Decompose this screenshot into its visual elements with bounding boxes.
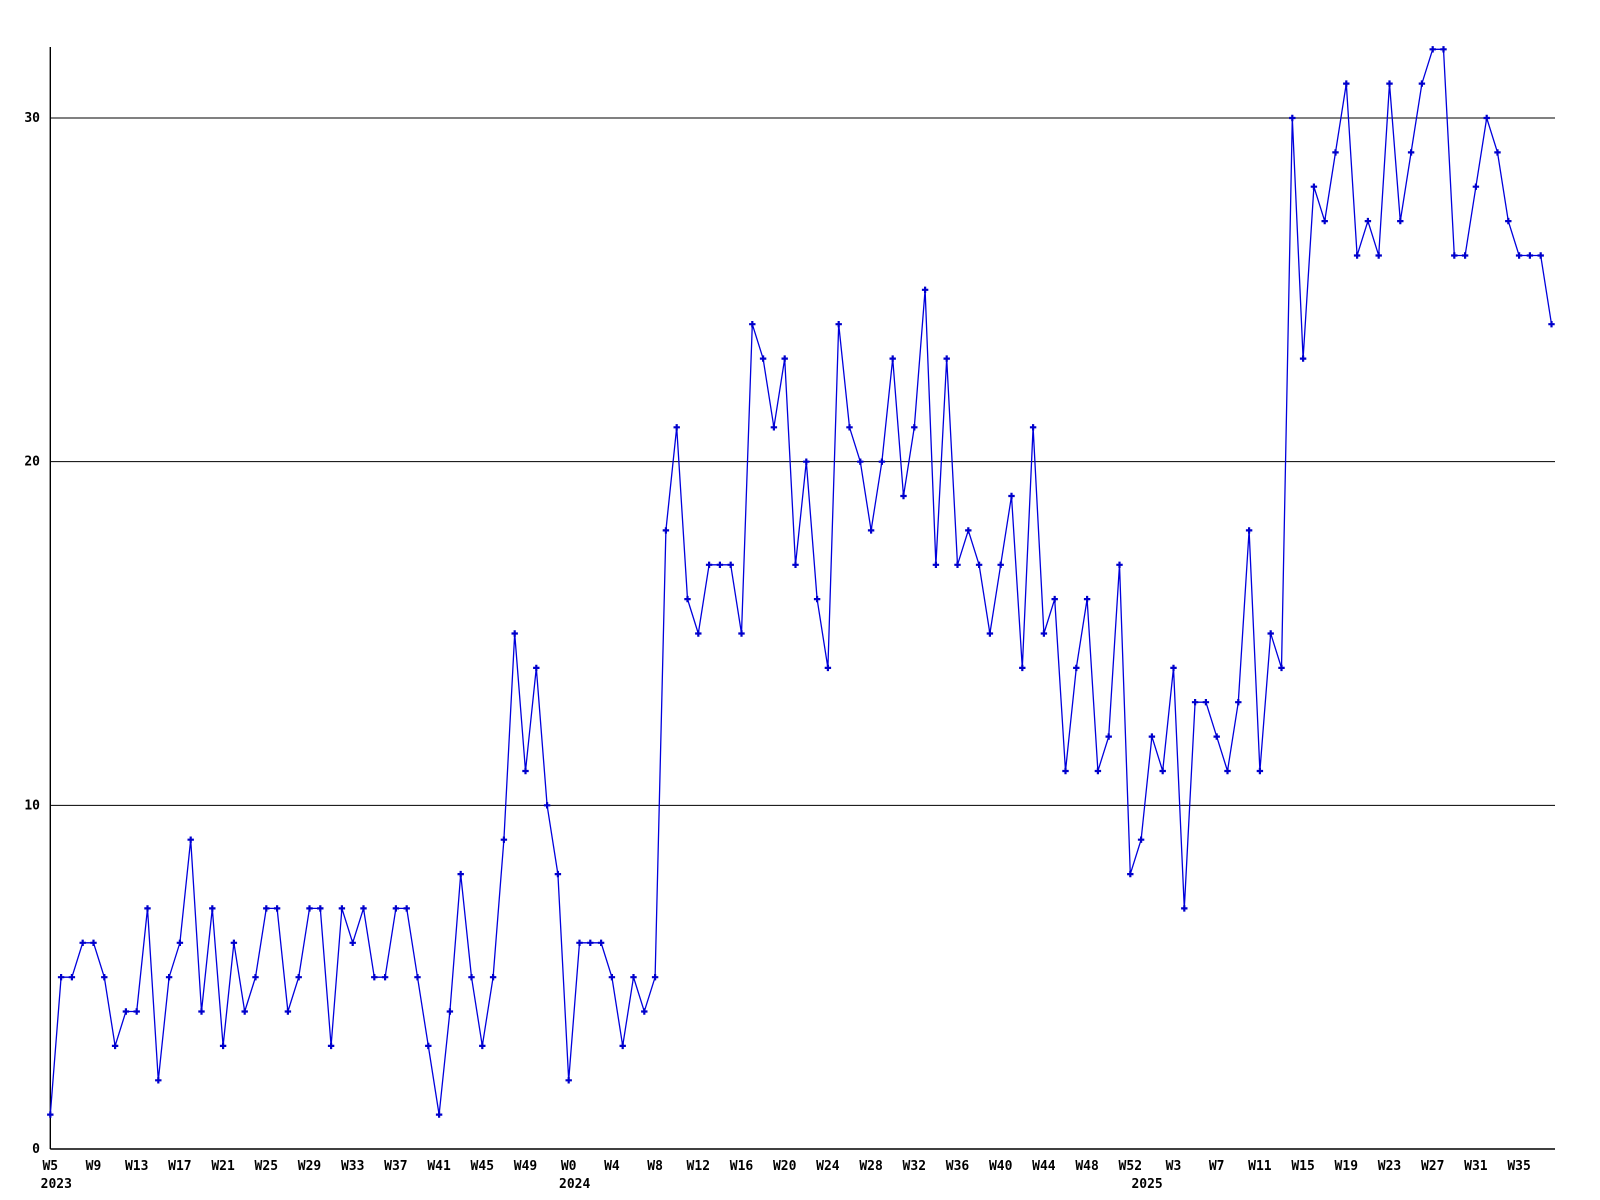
x-axis-week-label-2024-0: W0 [561,1159,577,1174]
x-axis-week-label-2024-8: W8 [647,1159,663,1174]
x-axis-week-label-2025-35: W35 [1507,1159,1530,1174]
x-axis-week-label-2024-4: W4 [604,1159,620,1174]
x-axis-week-label-2024-52: W52 [1119,1159,1142,1174]
y-axis-label-30: 30 [24,111,40,126]
x-axis-week-label-2024-48: W48 [1075,1159,1099,1174]
x-axis-week-label-2024-24: W24 [816,1159,840,1174]
x-axis-week-label-2023-17: W17 [168,1159,191,1174]
x-axis-week-label-2023-13: W13 [125,1159,148,1174]
y-axis-label-20: 20 [24,455,40,470]
x-axis-week-label-2024-44: W44 [1032,1159,1056,1174]
x-axis-week-label-2023-49: W49 [514,1159,537,1174]
x-axis-week-label-2025-23: W23 [1378,1159,1401,1174]
x-axis-week-label-2024-32: W32 [903,1159,926,1174]
x-axis-week-label-2024-20: W20 [773,1159,797,1174]
x-axis-week-label-2025-7: W7 [1209,1159,1225,1174]
x-axis-week-label-2024-28: W28 [859,1159,883,1174]
x-axis-week-label-2025-15: W15 [1291,1159,1314,1174]
x-axis-year-label-2023: 2023 [41,1177,72,1192]
y-axis-label-0: 0 [32,1142,40,1157]
x-axis-week-label-2023-9: W9 [86,1159,102,1174]
x-axis-week-label-2024-36: W36 [946,1159,970,1174]
x-axis-week-label-2025-31: W31 [1464,1159,1488,1174]
x-axis-week-label-2023-45: W45 [471,1159,494,1174]
x-axis-week-label-2025-19: W19 [1335,1159,1358,1174]
x-axis-week-label-2024-16: W16 [730,1159,754,1174]
x-axis-week-label-2023-29: W29 [298,1159,321,1174]
x-axis-week-label-2023-33: W33 [341,1159,364,1174]
x-axis-week-label-2023-25: W25 [255,1159,278,1174]
x-axis-week-label-2023-37: W37 [384,1159,407,1174]
x-axis-week-label-2025-3: W3 [1166,1159,1182,1174]
x-axis-year-label-2025: 2025 [1131,1177,1162,1192]
x-axis-week-label-2024-40: W40 [989,1159,1013,1174]
x-axis-week-label-2025-27: W27 [1421,1159,1444,1174]
x-axis-week-label-2023-5: W5 [42,1159,58,1174]
y-axis-label-10: 10 [24,798,40,813]
x-axis-year-label-2024: 2024 [559,1177,590,1192]
x-axis-week-label-2024-12: W12 [687,1159,710,1174]
data-point-markers [47,46,1555,1118]
x-axis-week-label-2025-11: W11 [1248,1159,1272,1174]
x-axis-week-label-2023-41: W41 [427,1159,451,1174]
x-axis-week-label-2023-21: W21 [211,1159,235,1174]
series-polyline [49,48,1553,1115]
